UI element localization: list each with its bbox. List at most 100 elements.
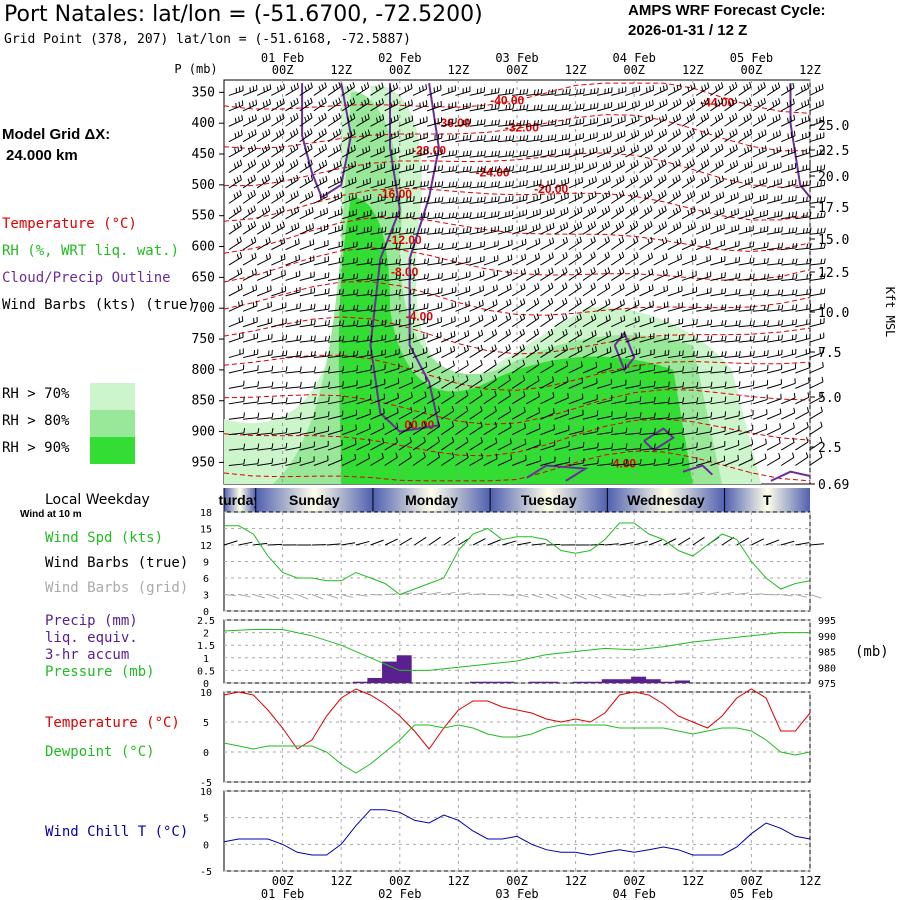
wind-barb-feather — [508, 406, 512, 412]
wind-barb-feather — [763, 320, 766, 326]
wind-barb — [257, 462, 273, 466]
wind-barb — [582, 334, 597, 343]
wind-barb-feather — [519, 151, 522, 157]
wind-barb-feather — [750, 144, 753, 150]
wind-barb-feather — [279, 100, 282, 106]
wind-barb-feather — [672, 194, 676, 200]
wind-barb-feather — [451, 390, 455, 396]
wind-barb-feather — [820, 243, 823, 249]
time-tick-bottom: 12Z — [448, 874, 470, 888]
wind-barb — [313, 340, 329, 343]
wind-barb — [441, 441, 455, 451]
wind-barb — [526, 302, 540, 312]
wind-barb — [596, 91, 612, 96]
wind-barb — [766, 183, 782, 189]
wind-barb-feather — [815, 86, 818, 93]
wind-barb — [639, 353, 655, 359]
wind-barb-feather — [567, 392, 569, 398]
wind-barb-feather — [375, 86, 378, 92]
wind-barb — [356, 262, 372, 266]
wind-barb-feather — [821, 376, 824, 382]
wind-barb — [299, 370, 315, 374]
wind-barb — [370, 86, 384, 96]
surface-wind-barb — [414, 536, 427, 546]
wind-barb-feather — [478, 316, 481, 322]
wind-barb-feather — [619, 177, 622, 183]
wind-barb-feather — [577, 208, 580, 214]
wind-barb-feather — [779, 423, 782, 429]
wind-barb — [766, 413, 782, 420]
precip-panel-tick-label: 1.5 — [197, 641, 215, 652]
wind-barb — [710, 196, 724, 204]
wind-barb-feather — [637, 299, 640, 305]
wind-barb-feather — [325, 175, 328, 181]
wind-barb-feather — [632, 222, 636, 228]
time-tick-top: 12Z — [565, 63, 587, 77]
wind-barb-feather — [423, 196, 426, 202]
wind-barb-feather — [617, 133, 620, 139]
wind-barb-feather — [618, 192, 622, 198]
wind-barb-feather — [764, 145, 767, 151]
wind-barb-feather — [328, 366, 331, 372]
wind-barb — [242, 401, 258, 405]
wind-barb-feather — [735, 351, 738, 357]
wind-barb — [667, 290, 683, 297]
wind-barb-feather — [465, 421, 469, 427]
wind-barb — [667, 432, 683, 436]
wind-barb — [568, 398, 584, 405]
wind-barb — [299, 117, 313, 127]
wind-barb — [610, 240, 624, 251]
wind-barb — [568, 241, 582, 251]
wind-barb-feather — [318, 116, 321, 122]
wind-barb — [554, 302, 568, 312]
wind-barb-feather — [662, 254, 665, 260]
wind-barb-feather — [406, 212, 408, 218]
wind-barb-feather — [494, 119, 497, 125]
wind-barb-feather — [480, 181, 483, 187]
wind-barb-feather — [590, 207, 594, 214]
wind-barb — [611, 105, 626, 112]
wind-barb — [554, 317, 568, 328]
wind-barb — [271, 163, 285, 173]
wind-barb — [285, 179, 299, 189]
wind-barb-feather — [775, 131, 778, 137]
wind-barb-feather — [573, 225, 577, 231]
wind-barb — [781, 183, 796, 189]
wind-barb-feather — [736, 176, 739, 182]
wind-barb-feather — [806, 212, 808, 218]
surface-grid-wind-barb — [355, 594, 368, 597]
wind-barb — [228, 401, 244, 405]
surface-grid-wind-barb — [751, 593, 764, 595]
wind-barb — [554, 197, 569, 204]
wind-barb-feather — [615, 209, 619, 215]
wind-barb-feather — [574, 194, 577, 200]
wind-barb-feather — [738, 304, 741, 310]
wind-barb — [327, 148, 342, 158]
wind-barb-feather — [533, 315, 537, 321]
wind-barb — [781, 323, 797, 328]
wind-barb — [299, 416, 315, 420]
wind-barb-feather — [271, 428, 274, 434]
wind-barb-feather — [506, 300, 509, 306]
wind-barb — [370, 354, 386, 359]
time-tick-top: 12Z — [799, 63, 821, 77]
wind-barb-feather — [526, 104, 529, 110]
wind-barb-feather — [335, 99, 338, 105]
wind-barb — [540, 197, 555, 204]
wind-barb-feather — [406, 228, 409, 234]
wind-barb-feather — [749, 335, 752, 341]
wind-barb — [469, 410, 483, 420]
wind-barb-feather — [397, 130, 400, 137]
wind-barb-feather — [579, 329, 583, 335]
wind-barb — [780, 87, 795, 96]
wind-barb-feather — [579, 88, 582, 94]
wind-barb-feather — [576, 104, 578, 110]
wind-barb-feather — [738, 335, 741, 341]
wind-barb-feather — [491, 166, 494, 172]
wind-barb-feather — [526, 135, 529, 141]
wind-barb-feather — [717, 114, 721, 120]
wind-barb-feather — [701, 210, 704, 216]
temperature-line — [223, 688, 811, 750]
wind-barb — [497, 124, 513, 127]
wind-barb-feather — [678, 174, 681, 180]
